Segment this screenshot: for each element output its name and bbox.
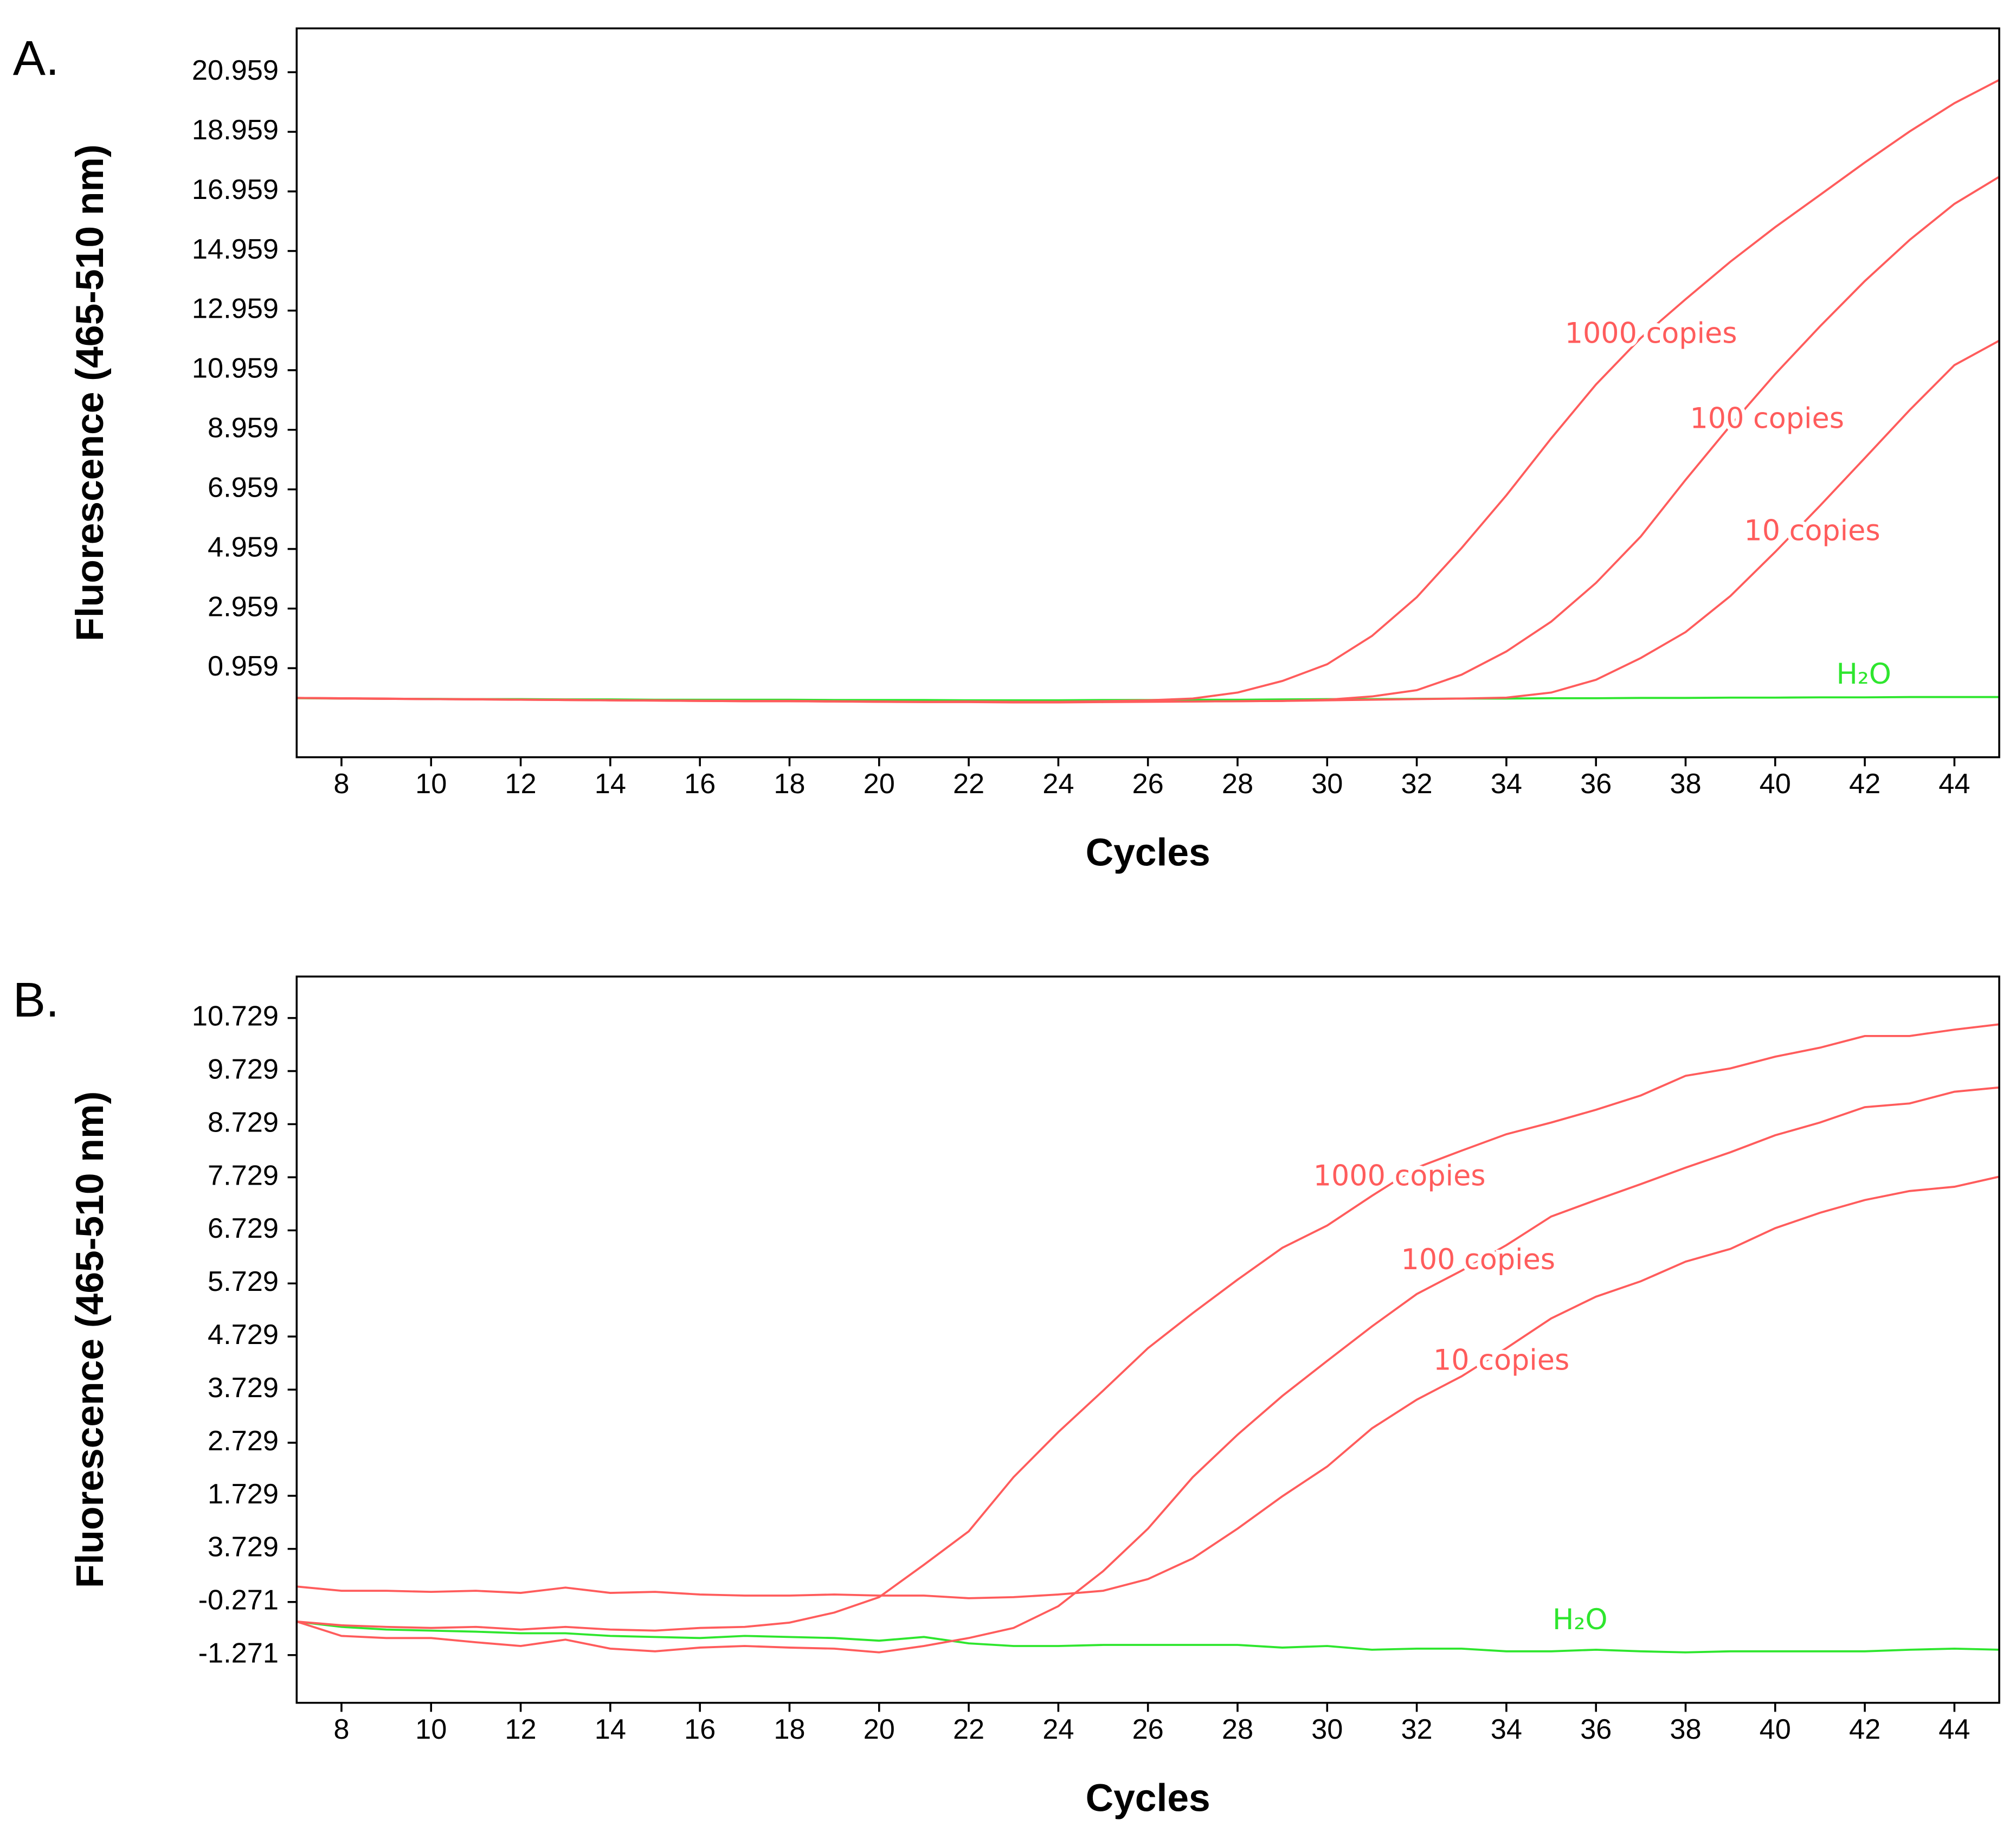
series-line xyxy=(297,1175,2000,1599)
x-tick-label: 24 xyxy=(1042,1714,1074,1745)
plot-frame xyxy=(295,27,2000,758)
series-label: 100 copies xyxy=(1401,1243,1556,1276)
x-tick-label: 8 xyxy=(333,1714,349,1745)
x-tick-label: 12 xyxy=(505,768,536,800)
x-tick-label: 44 xyxy=(1938,1714,1970,1745)
plot-frame xyxy=(295,975,2000,1704)
x-tick-label: 36 xyxy=(1580,1714,1612,1745)
y-tick-label: 6.959 xyxy=(208,472,279,503)
y-tick-label: 3.729 xyxy=(208,1372,279,1404)
x-tick-label: 28 xyxy=(1222,1714,1253,1745)
x-tick-label: 24 xyxy=(1042,768,1074,800)
y-tick-label: -0.271 xyxy=(198,1585,279,1616)
y-tick-label: 2.959 xyxy=(208,591,279,622)
x-tick-label: 22 xyxy=(953,1714,984,1745)
series-label: H₂O xyxy=(1553,1603,1608,1636)
x-tick-label: 12 xyxy=(505,1714,536,1745)
series-label: 100 copies xyxy=(1690,402,1845,435)
x-tick-label: 26 xyxy=(1132,768,1164,800)
x-tick-label: 20 xyxy=(864,768,895,800)
y-tick-label: 10.729 xyxy=(192,1000,279,1032)
x-tick-label: 42 xyxy=(1849,768,1880,800)
series-line xyxy=(297,79,2000,703)
panel-label: B. xyxy=(13,973,59,1027)
panel-label: A. xyxy=(13,31,59,86)
x-tick-label: 44 xyxy=(1938,768,1970,800)
x-tick-label: 32 xyxy=(1401,768,1432,800)
y-tick-label: 14.959 xyxy=(192,234,279,265)
x-tick-label: 8 xyxy=(333,768,349,800)
y-tick-label: 18.959 xyxy=(192,114,279,146)
x-tick-label: 42 xyxy=(1849,1714,1880,1745)
series-label: 10 copies xyxy=(1744,515,1880,548)
y-tick-label: 20.959 xyxy=(192,55,279,86)
series-line xyxy=(297,1086,2000,1654)
y-tick-label: 2.729 xyxy=(208,1425,279,1457)
series-label: H₂O xyxy=(1836,658,1891,691)
y-tick-label: 10.959 xyxy=(192,353,279,384)
x-tick-label: 38 xyxy=(1670,768,1701,800)
series-label: 1000 copies xyxy=(1565,317,1737,350)
y-tick-label: 12.959 xyxy=(192,293,279,325)
y-tick-label: 0.959 xyxy=(208,651,279,682)
x-tick-label: 14 xyxy=(595,1714,626,1745)
x-tick-label: 40 xyxy=(1760,1714,1791,1745)
x-tick-label: 16 xyxy=(684,768,716,800)
y-tick-label: 3.729 xyxy=(208,1532,279,1563)
y-tick-label: 5.729 xyxy=(208,1266,279,1297)
y-axis-title: Fluorescence (465-510 nm) xyxy=(68,144,112,641)
y-tick-label: 4.729 xyxy=(208,1319,279,1351)
y-axis-title: Fluorescence (465-510 nm) xyxy=(68,1091,112,1588)
x-tick-label: 34 xyxy=(1491,768,1522,800)
x-tick-label: 32 xyxy=(1401,1714,1432,1745)
series-label: 1000 copies xyxy=(1313,1159,1486,1192)
x-tick-label: 10 xyxy=(415,768,447,800)
y-tick-label: 6.729 xyxy=(208,1213,279,1244)
x-tick-label: 28 xyxy=(1222,768,1253,800)
chart-panel: B. -1.271 -0.271 3.729 1.729 2.729 3.729 4.729 5… xyxy=(13,973,2000,1819)
x-tick-label: 30 xyxy=(1311,768,1343,800)
y-tick-label: 4.959 xyxy=(208,531,279,563)
series-line xyxy=(297,1621,2000,1654)
x-tick-label: 38 xyxy=(1670,1714,1701,1745)
x-tick-label: 34 xyxy=(1491,1714,1522,1745)
x-tick-label: 26 xyxy=(1132,1714,1164,1745)
y-tick-label: 16.959 xyxy=(192,174,279,205)
series-line xyxy=(297,176,2000,704)
y-tick-label: 7.729 xyxy=(208,1160,279,1191)
y-tick-label: -1.271 xyxy=(198,1638,279,1669)
x-axis-title: Cycles xyxy=(1086,831,1210,874)
y-tick-label: 9.729 xyxy=(208,1053,279,1085)
x-tick-label: 18 xyxy=(774,1714,805,1745)
series-label: 10 copies xyxy=(1433,1344,1569,1377)
series-line xyxy=(297,1023,2000,1632)
x-tick-label: 16 xyxy=(684,1714,716,1745)
x-tick-label: 18 xyxy=(774,768,805,800)
x-tick-label: 36 xyxy=(1580,768,1612,800)
x-tick-label: 22 xyxy=(953,768,984,800)
chart-panel: A. 0.959 2.959 4.959 6.959 8.959 10.959 12.959 1… xyxy=(13,27,2000,874)
y-tick-label: 8.729 xyxy=(208,1107,279,1138)
y-tick-label: 1.729 xyxy=(208,1478,279,1510)
x-axis-title: Cycles xyxy=(1086,1776,1210,1819)
y-tick-label: 8.959 xyxy=(208,413,279,444)
x-tick-label: 30 xyxy=(1311,1714,1343,1745)
x-tick-label: 40 xyxy=(1760,768,1791,800)
x-tick-label: 14 xyxy=(595,768,626,800)
x-tick-label: 10 xyxy=(415,1714,447,1745)
x-tick-label: 20 xyxy=(864,1714,895,1745)
